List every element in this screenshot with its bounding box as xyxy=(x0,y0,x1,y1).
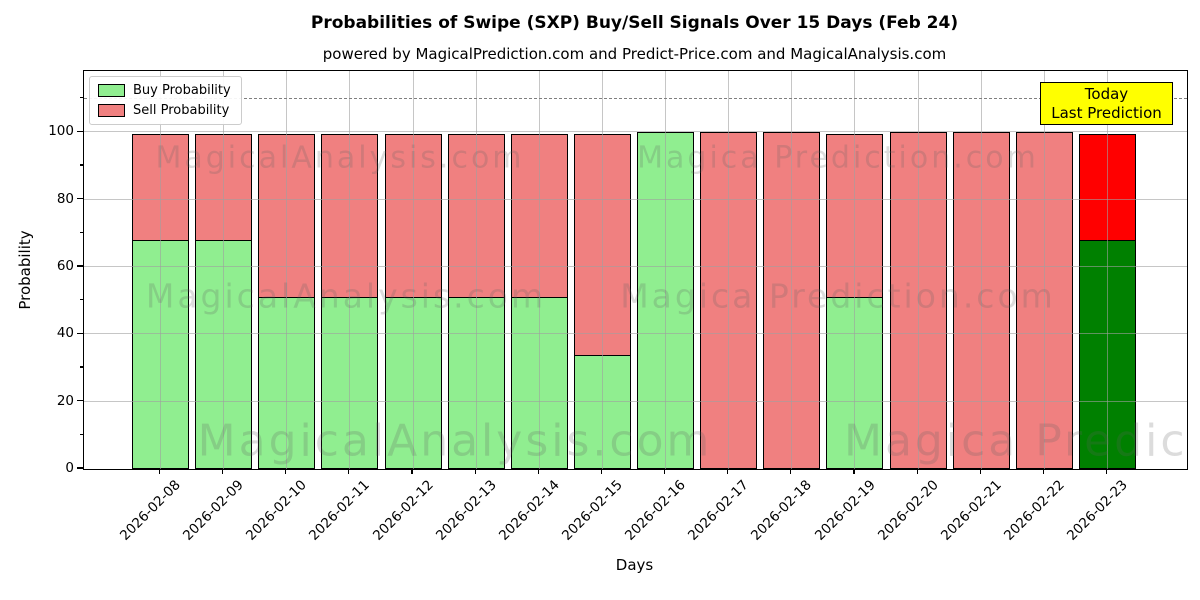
x-tick-mark xyxy=(222,469,224,474)
legend-label: Buy Probability xyxy=(133,83,231,98)
watermark-text: Magica Prediction.com xyxy=(637,140,1039,176)
x-tick-label: 2026-02-23 xyxy=(1064,477,1131,544)
y-gridline xyxy=(84,333,1187,335)
y-tick-mark xyxy=(77,198,83,200)
chart-subtitle: powered by MagicalPrediction.com and Pre… xyxy=(322,45,947,63)
x-axis-label: Days xyxy=(615,556,654,574)
y-tick-label: 20 xyxy=(56,392,74,409)
x-tick-label: 2026-02-20 xyxy=(874,477,942,544)
x-gridline xyxy=(475,71,477,469)
x-tick-mark xyxy=(348,469,350,474)
x-tick-mark xyxy=(790,469,792,474)
watermark-text: MagicalAnalysis.com xyxy=(155,140,525,176)
x-gridline xyxy=(160,71,161,469)
y-tick-label: 80 xyxy=(56,190,74,207)
x-gridline xyxy=(665,71,667,469)
watermark-text: Magica Prediction.com xyxy=(620,276,1056,316)
x-tick-label: 2026-02-11 xyxy=(306,477,374,544)
y-minor-tick-mark xyxy=(79,299,83,301)
x-tick-mark xyxy=(979,469,981,474)
x-tick-label: 2026-02-09 xyxy=(180,477,247,544)
y-minor-tick-mark xyxy=(79,164,83,166)
x-tick-mark xyxy=(853,469,855,474)
x-tick-mark xyxy=(1042,469,1044,474)
plot-area: MagicalAnalysis.com Magica Prediction.com… xyxy=(83,70,1188,470)
x-tick-mark xyxy=(411,469,413,474)
x-tick-label: 2026-02-21 xyxy=(937,477,1005,544)
x-tick-label: 2026-02-12 xyxy=(369,477,437,544)
y-minor-tick-mark xyxy=(79,366,83,368)
legend-item: Sell Probability xyxy=(98,103,231,118)
y-tick-mark xyxy=(77,265,83,267)
watermark-text: MagicalAnalysis.com xyxy=(145,276,547,316)
x-tick-mark xyxy=(600,469,603,474)
chart-title: Probabilities of Swipe (SXP) Buy/Sell Si… xyxy=(310,13,959,33)
sell-probability-swatch-icon xyxy=(98,104,125,117)
today-annotation: Today Last Prediction xyxy=(1040,82,1173,125)
x-tick-mark xyxy=(285,469,287,474)
x-tick-mark xyxy=(663,469,666,474)
y-minor-tick-mark xyxy=(79,433,83,436)
annotation-line: Last Prediction xyxy=(1051,103,1162,122)
watermark-text: Magica Prediction.com xyxy=(844,415,1188,467)
x-gridline xyxy=(1107,71,1108,469)
x-tick-label: 2026-02-19 xyxy=(811,477,879,544)
x-gridline xyxy=(601,71,603,469)
x-gridline xyxy=(349,71,351,469)
x-gridline xyxy=(791,71,793,469)
y-minor-tick-mark xyxy=(79,97,83,99)
x-gridline xyxy=(854,71,856,469)
x-tick-label: 2026-02-16 xyxy=(622,477,689,544)
x-tick-label: 2026-02-13 xyxy=(432,477,500,544)
x-tick-mark xyxy=(474,469,476,474)
x-tick-mark xyxy=(916,469,918,474)
x-tick-label: 2026-02-14 xyxy=(495,477,563,544)
x-gridline xyxy=(1043,71,1045,469)
y-tick-mark xyxy=(77,467,83,469)
y-tick-label: 60 xyxy=(56,257,74,274)
x-tick-mark xyxy=(727,469,729,474)
x-tick-mark xyxy=(158,469,161,474)
y-tick-label: 100 xyxy=(48,123,74,140)
legend: Buy Probability Sell Probability xyxy=(89,76,242,125)
legend-item: Buy Probability xyxy=(98,83,231,98)
x-gridline xyxy=(223,71,225,469)
annotation-line: Today xyxy=(1084,84,1129,103)
y-gridline xyxy=(84,265,1187,267)
buy-probability-swatch-icon xyxy=(98,84,125,97)
x-tick-mark xyxy=(1105,469,1108,474)
x-gridline xyxy=(917,71,919,469)
y-tick-mark xyxy=(77,130,83,132)
y-gridline xyxy=(84,131,1187,133)
y-axis-label: Probability xyxy=(16,230,34,310)
x-tick-label: 2026-02-08 xyxy=(117,477,184,544)
x-gridline xyxy=(728,71,730,469)
watermark-text: MagicalAnalysis.com xyxy=(197,415,713,467)
threshold-dashed-line xyxy=(84,97,1187,99)
x-gridline xyxy=(980,71,982,469)
x-gridline xyxy=(286,71,288,469)
x-tick-label: 2026-02-18 xyxy=(748,477,816,544)
x-tick-label: 2026-02-22 xyxy=(1000,477,1068,544)
x-tick-label: 2026-02-17 xyxy=(685,477,753,544)
y-minor-tick-mark xyxy=(79,231,83,233)
x-tick-mark xyxy=(537,469,539,474)
y-tick-label: 40 xyxy=(56,325,74,342)
x-gridline xyxy=(412,71,414,469)
y-gridline xyxy=(84,198,1187,200)
legend-label: Sell Probability xyxy=(133,103,230,118)
y-tick-mark xyxy=(77,332,83,334)
x-tick-label: 2026-02-15 xyxy=(558,477,626,544)
x-gridline xyxy=(538,71,540,469)
x-tick-label: 2026-02-10 xyxy=(243,477,311,544)
y-gridline xyxy=(84,400,1187,402)
y-tick-mark xyxy=(77,400,83,402)
y-tick-label: 0 xyxy=(65,460,74,476)
